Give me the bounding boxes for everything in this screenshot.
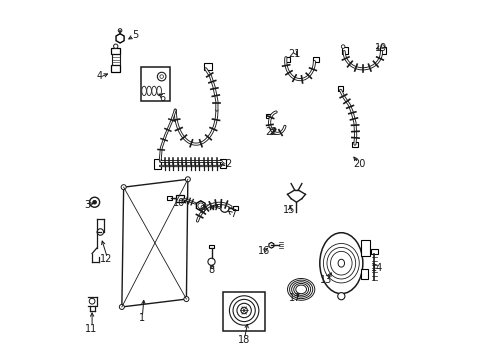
Text: 18: 18 [237,334,249,345]
Text: 11: 11 [85,324,97,334]
Bar [111,48,120,54]
Bar [284,57,289,62]
Text: 9: 9 [199,206,205,216]
Text: 13: 13 [320,275,332,285]
Circle shape [113,44,118,48]
Text: 22: 22 [265,127,278,136]
Circle shape [157,72,165,81]
Ellipse shape [142,86,146,95]
Bar [342,47,347,54]
Text: 1: 1 [139,313,145,323]
Text: 7: 7 [229,209,236,219]
Bar [337,86,343,91]
Text: 20: 20 [352,159,365,169]
Text: 14: 14 [370,263,383,273]
Bar [265,114,270,118]
Text: 3: 3 [84,200,91,210]
Circle shape [89,298,95,304]
Text: 15: 15 [283,206,295,216]
Circle shape [119,305,124,310]
Circle shape [185,177,190,182]
Polygon shape [268,242,273,248]
Circle shape [198,203,203,209]
Circle shape [118,29,122,32]
Circle shape [89,197,100,207]
Text: 12: 12 [100,254,112,264]
Bar [167,197,171,200]
Bar [379,47,385,54]
Circle shape [380,45,384,48]
Circle shape [97,229,103,235]
Bar [220,159,225,168]
Circle shape [160,75,163,78]
Text: 17: 17 [288,293,300,303]
Bar [154,159,160,169]
Bar [360,240,369,256]
Bar [140,67,169,101]
Ellipse shape [319,233,362,294]
Polygon shape [116,34,124,43]
Text: 16: 16 [258,246,270,256]
Text: 19: 19 [375,43,387,53]
Bar [351,142,357,147]
Bar [111,65,120,72]
Bar [370,249,377,253]
Bar [360,269,367,279]
Polygon shape [196,201,204,211]
Text: 21: 21 [288,49,300,59]
Circle shape [337,293,344,300]
Text: 5: 5 [132,30,138,40]
Circle shape [183,297,188,302]
Ellipse shape [157,86,161,95]
Bar [223,292,265,330]
Circle shape [121,185,126,190]
Text: 4: 4 [96,71,102,81]
Text: 10: 10 [173,198,185,208]
Circle shape [93,201,96,204]
Text: 6: 6 [160,93,165,103]
Ellipse shape [337,259,344,267]
Bar [208,244,214,248]
Polygon shape [122,179,187,307]
Ellipse shape [151,86,156,95]
Bar [176,195,183,202]
Circle shape [207,258,215,265]
Ellipse shape [146,86,151,95]
Bar [313,57,318,62]
Bar [204,63,211,69]
Text: 2: 2 [225,159,231,169]
Circle shape [220,204,228,212]
Bar [233,206,238,210]
Text: 8: 8 [208,265,214,275]
Circle shape [341,45,344,48]
